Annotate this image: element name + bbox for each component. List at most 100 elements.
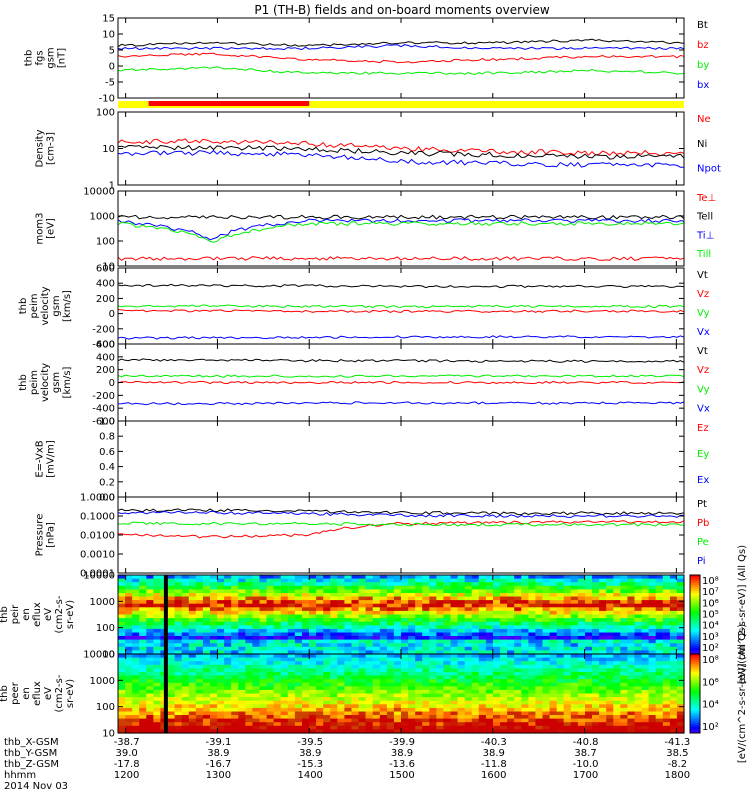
heatmap-cell	[599, 729, 607, 734]
heatmap-cell	[585, 679, 593, 684]
heatmap-cell	[372, 650, 381, 655]
heatmap-cell	[401, 675, 409, 680]
heatmap-cell	[365, 679, 374, 684]
heatmap-cell	[280, 672, 289, 677]
heatmap-cell	[500, 632, 508, 637]
heatmap-cell	[450, 682, 459, 687]
ytick-label: 10	[102, 650, 115, 661]
footer-value: -11.8	[480, 759, 507, 770]
heatmap-cell	[245, 668, 254, 673]
ylabel-line: (cm2-s-	[54, 595, 65, 633]
heatmap-cell	[577, 625, 586, 630]
heatmap-cell	[139, 715, 147, 720]
heatmap-cell	[577, 715, 586, 720]
heatmap-cell	[662, 654, 671, 659]
heatmap-cell	[365, 704, 374, 709]
heatmap-cell	[570, 686, 579, 691]
heatmap-cell	[224, 614, 232, 619]
heatmap-cell	[238, 725, 246, 730]
heatmap-cell	[457, 585, 466, 590]
heatmap-cell	[648, 596, 657, 601]
heatmap-cell	[125, 621, 133, 626]
heatmap-cell	[500, 675, 508, 680]
heatmap-cell	[231, 675, 239, 680]
heatmap-cell	[471, 700, 480, 705]
heatmap-cell	[167, 707, 176, 713]
heatmap-cell	[528, 729, 537, 734]
heatmap-cell	[443, 589, 452, 594]
ytick-label: 0	[109, 378, 115, 389]
heatmap-cell	[181, 636, 190, 641]
heatmap-cell	[669, 589, 678, 594]
heatmap-cell	[655, 657, 664, 662]
heatmap-cell	[146, 628, 154, 634]
heatmap-cell	[528, 725, 537, 730]
heatmap-cell	[648, 614, 657, 619]
heatmap-cell	[393, 585, 402, 590]
heatmap-cell	[252, 682, 261, 687]
heatmap-cell	[577, 610, 586, 616]
heatmap-cell	[252, 585, 261, 590]
heatmap-cell	[627, 697, 636, 702]
heatmap-cell	[648, 578, 657, 583]
heatmap-cell	[337, 704, 345, 709]
ylabel-line: peer	[10, 681, 21, 705]
heatmap-cell	[599, 697, 607, 702]
heatmap-cell	[613, 625, 621, 630]
heatmap-cell	[358, 693, 367, 698]
heatmap-cell	[514, 621, 522, 626]
heatmap-cell	[210, 607, 218, 612]
heatmap-cell	[464, 729, 473, 734]
colorbar-cell	[690, 576, 700, 580]
heatmap-cell	[556, 646, 565, 651]
heatmap-cell	[309, 689, 317, 695]
heatmap-cell	[627, 654, 636, 659]
heatmap-cell	[585, 646, 593, 651]
heatmap-cell	[408, 596, 416, 601]
heatmap-cell	[528, 679, 537, 684]
heatmap-cell	[415, 578, 423, 583]
heatmap-cell	[669, 600, 678, 605]
heatmap-cell	[606, 610, 614, 616]
heatmap-cell	[252, 689, 261, 695]
heatmap-cell	[422, 625, 430, 630]
heatmap-cell	[146, 679, 154, 684]
heatmap-cell	[125, 700, 133, 705]
heatmap-cell	[627, 729, 636, 734]
heatmap-cell	[662, 679, 671, 684]
heatmap-cell	[592, 668, 600, 673]
heatmap-cell	[563, 596, 572, 601]
series-Till	[117, 221, 685, 243]
heatmap-cell	[287, 578, 296, 583]
heatmap-cell	[648, 607, 657, 612]
heatmap-cell	[634, 675, 643, 680]
colorbar-tick: 10³	[702, 632, 719, 643]
heatmap-cell	[188, 593, 197, 598]
heatmap-cell	[351, 650, 360, 655]
heatmap-cell	[457, 593, 466, 598]
heatmap-cell	[577, 661, 586, 666]
heatmap-cell	[507, 679, 515, 684]
colorbar-cell	[690, 705, 700, 708]
ytick-label: 10000	[83, 187, 115, 198]
heatmap-cell	[252, 722, 261, 727]
heatmap-cell	[118, 711, 126, 716]
heatmap-cell	[252, 632, 261, 637]
heatmap-cell	[478, 704, 487, 709]
heatmap-cell	[471, 614, 480, 619]
heatmap-cell	[620, 625, 628, 630]
heatmap-cell	[259, 707, 268, 713]
heatmap-cell	[195, 618, 204, 623]
heatmap-cell	[294, 707, 303, 713]
heatmap-cell	[195, 722, 204, 727]
heatmap-cell	[422, 603, 430, 608]
heatmap-cell	[549, 618, 558, 623]
heatmap-cell	[323, 582, 331, 587]
heatmap-cell	[429, 639, 437, 644]
heatmap-cell	[118, 585, 126, 590]
heatmap-cell	[372, 679, 381, 684]
heatmap-cell	[330, 585, 338, 590]
heatmap-cell	[266, 643, 275, 648]
heatmap-cell	[457, 596, 466, 601]
